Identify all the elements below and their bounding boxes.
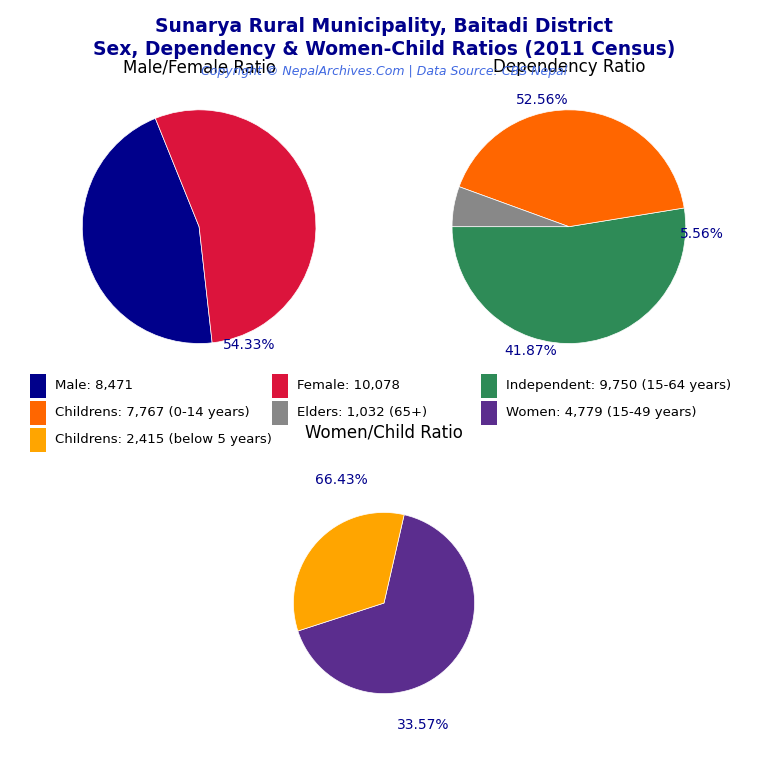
Text: 5.56%: 5.56% (680, 227, 723, 241)
Text: Sex, Dependency & Women-Child Ratios (2011 Census): Sex, Dependency & Women-Child Ratios (20… (93, 40, 675, 59)
Text: Sunarya Rural Municipality, Baitadi District: Sunarya Rural Municipality, Baitadi Dist… (155, 17, 613, 36)
Wedge shape (82, 118, 212, 343)
Text: 66.43%: 66.43% (315, 472, 368, 486)
Text: Female: 10,078: Female: 10,078 (296, 379, 399, 392)
FancyBboxPatch shape (272, 401, 288, 425)
Text: 54.33%: 54.33% (223, 339, 275, 353)
Text: Childrens: 2,415 (below 5 years): Childrens: 2,415 (below 5 years) (55, 433, 272, 446)
Title: Male/Female Ratio: Male/Female Ratio (123, 58, 276, 76)
Text: Copyright © NepalArchives.Com | Data Source: CBS Nepal: Copyright © NepalArchives.Com | Data Sou… (201, 65, 567, 78)
Wedge shape (155, 110, 316, 343)
FancyBboxPatch shape (30, 401, 46, 425)
FancyBboxPatch shape (30, 429, 46, 452)
Wedge shape (298, 515, 475, 694)
Text: Elders: 1,032 (65+): Elders: 1,032 (65+) (296, 406, 427, 419)
Text: 52.56%: 52.56% (516, 93, 569, 107)
Title: Dependency Ratio: Dependency Ratio (492, 58, 645, 76)
FancyBboxPatch shape (272, 374, 288, 398)
Text: Male: 8,471: Male: 8,471 (55, 379, 133, 392)
Wedge shape (459, 110, 684, 227)
FancyBboxPatch shape (482, 374, 498, 398)
Wedge shape (452, 208, 686, 343)
FancyBboxPatch shape (482, 401, 498, 425)
Text: Childrens: 7,767 (0-14 years): Childrens: 7,767 (0-14 years) (55, 406, 250, 419)
Text: Women: 4,779 (15-49 years): Women: 4,779 (15-49 years) (506, 406, 697, 419)
Text: Independent: 9,750 (15-64 years): Independent: 9,750 (15-64 years) (506, 379, 731, 392)
Title: Women/Child Ratio: Women/Child Ratio (305, 423, 463, 442)
Text: 41.87%: 41.87% (505, 344, 558, 358)
Wedge shape (293, 512, 404, 631)
Text: 33.57%: 33.57% (396, 718, 449, 732)
Wedge shape (452, 187, 569, 227)
FancyBboxPatch shape (30, 374, 46, 398)
